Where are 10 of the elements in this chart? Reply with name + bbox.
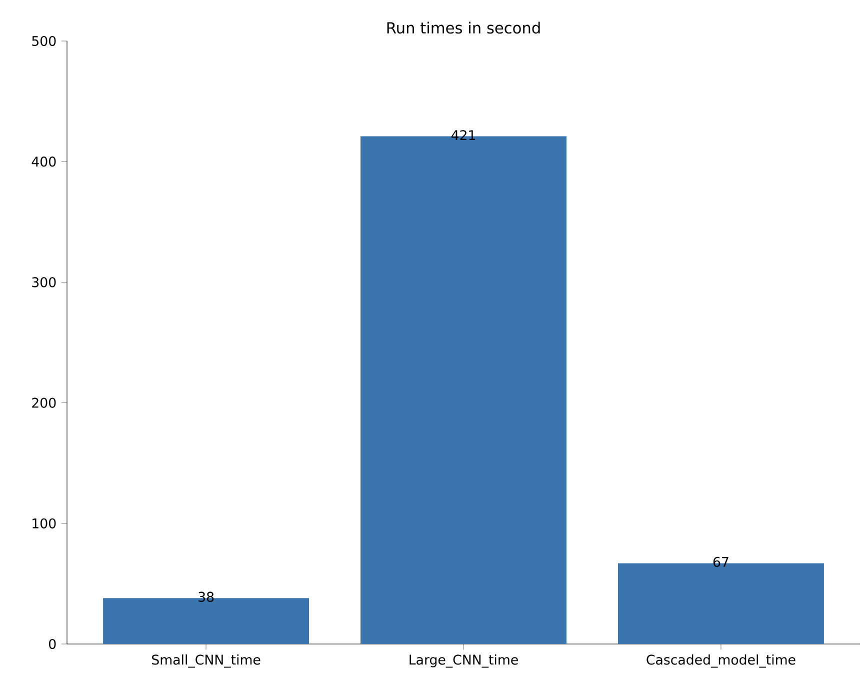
- x-tick-label: Cascaded_model_time: [646, 654, 796, 668]
- y-tick-label: 400: [32, 156, 56, 167]
- x-tick-label: Small_CNN_time: [152, 654, 260, 668]
- y-tick-label: 0: [48, 638, 56, 650]
- y-tick-label: 300: [32, 277, 56, 288]
- y-tick-label: 100: [32, 518, 56, 528]
- chart-title: Run times in second: [387, 22, 540, 34]
- y-tick-label: 500: [32, 36, 56, 46]
- y-tick-label: 200: [32, 398, 56, 408]
- x-tick-label: Large_CNN_time: [410, 654, 518, 668]
